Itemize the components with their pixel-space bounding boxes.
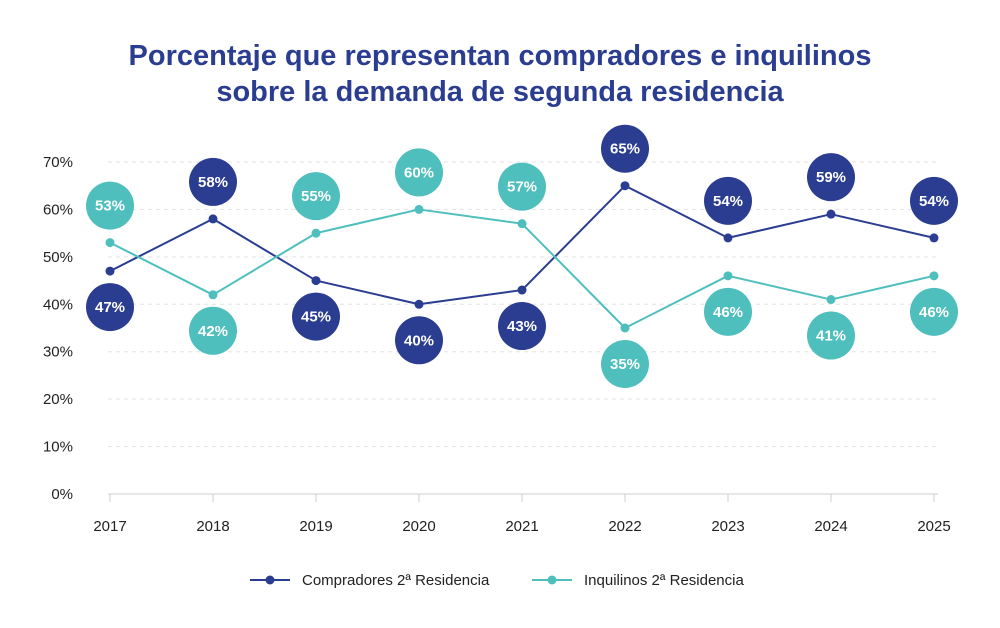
data-label-bubble bbox=[395, 148, 443, 197]
data-label-bubble bbox=[189, 306, 237, 355]
data-label-bubble bbox=[910, 176, 958, 225]
data-point bbox=[929, 233, 939, 243]
data-point bbox=[414, 204, 424, 214]
x-tick-label: 2025 bbox=[917, 518, 950, 535]
data-point bbox=[723, 271, 733, 281]
data-label: 41% bbox=[816, 328, 846, 345]
y-tick-label: 0% bbox=[51, 486, 73, 503]
y-tick-label: 10% bbox=[43, 439, 73, 456]
data-label: 42% bbox=[198, 323, 228, 340]
y-tick-label: 50% bbox=[43, 249, 73, 266]
data-point bbox=[414, 299, 424, 309]
data-label-bubble bbox=[86, 283, 134, 332]
data-label-bubble bbox=[910, 287, 958, 336]
data-label: 43% bbox=[507, 318, 537, 335]
x-tick-label: 2022 bbox=[608, 518, 641, 535]
data-point bbox=[105, 238, 115, 248]
data-point bbox=[620, 323, 630, 333]
legend-entry-label: Inquilinos 2ª Residencia bbox=[584, 572, 744, 589]
x-tick-label: 2020 bbox=[402, 518, 435, 535]
data-label-bubble bbox=[395, 316, 443, 365]
data-label: 60% bbox=[404, 164, 434, 181]
data-label: 58% bbox=[198, 174, 228, 191]
data-label: 53% bbox=[95, 198, 125, 215]
data-point bbox=[723, 233, 733, 243]
data-label-bubble bbox=[189, 157, 237, 206]
data-point bbox=[620, 181, 630, 191]
data-label: 35% bbox=[610, 356, 640, 373]
data-point bbox=[517, 285, 527, 295]
data-label: 46% bbox=[713, 304, 743, 321]
legend-swatch-marker bbox=[265, 575, 275, 585]
data-label-bubble bbox=[601, 124, 649, 173]
chart-title-line-1: Porcentaje que representan compradores e… bbox=[128, 40, 872, 72]
data-label: 46% bbox=[919, 304, 949, 321]
legend-entry-label: Compradores 2ª Residencia bbox=[302, 572, 490, 589]
y-tick-label: 20% bbox=[43, 391, 73, 408]
x-tick-label: 2018 bbox=[196, 518, 229, 535]
data-point bbox=[105, 266, 115, 276]
data-point bbox=[826, 295, 836, 305]
data-label-bubble bbox=[292, 292, 340, 341]
data-label-bubble bbox=[601, 340, 649, 388]
y-tick-label: 30% bbox=[43, 344, 73, 361]
data-label-bubble bbox=[704, 287, 752, 336]
y-tick-label: 40% bbox=[43, 296, 73, 313]
data-label-bubble bbox=[498, 162, 546, 211]
data-point bbox=[208, 214, 218, 224]
data-point bbox=[311, 276, 321, 286]
x-tick-label: 2021 bbox=[505, 518, 538, 535]
data-label-bubble bbox=[807, 311, 855, 360]
data-label-bubble bbox=[292, 172, 340, 221]
data-label: 54% bbox=[713, 193, 743, 210]
data-label: 65% bbox=[610, 141, 640, 158]
y-tick-label: 70% bbox=[43, 154, 73, 171]
chart-title: Porcentaje que representan compradores e… bbox=[0, 38, 1000, 110]
data-label: 59% bbox=[816, 169, 846, 186]
chart-title-line-2: sobre la demanda de segunda residencia bbox=[216, 76, 784, 108]
data-point bbox=[208, 290, 218, 300]
x-tick-label: 2024 bbox=[814, 518, 847, 535]
x-tick-label: 2019 bbox=[299, 518, 332, 535]
data-label-bubble bbox=[498, 302, 546, 351]
legend-swatch-marker bbox=[547, 575, 557, 585]
data-point bbox=[311, 228, 321, 238]
data-label-bubble bbox=[704, 176, 752, 225]
x-tick-label: 2017 bbox=[93, 518, 126, 535]
data-label: 55% bbox=[301, 188, 331, 205]
data-point bbox=[826, 209, 836, 219]
data-point bbox=[929, 271, 939, 281]
x-tick-label: 2023 bbox=[711, 518, 744, 535]
data-label: 40% bbox=[404, 332, 434, 349]
data-point bbox=[517, 219, 527, 229]
data-label-bubble bbox=[807, 153, 855, 202]
data-label: 45% bbox=[301, 309, 331, 326]
y-tick-label: 60% bbox=[43, 201, 73, 218]
data-label-bubble bbox=[86, 181, 134, 230]
data-label: 54% bbox=[919, 193, 949, 210]
data-label: 57% bbox=[507, 179, 537, 196]
data-label: 47% bbox=[95, 299, 125, 316]
